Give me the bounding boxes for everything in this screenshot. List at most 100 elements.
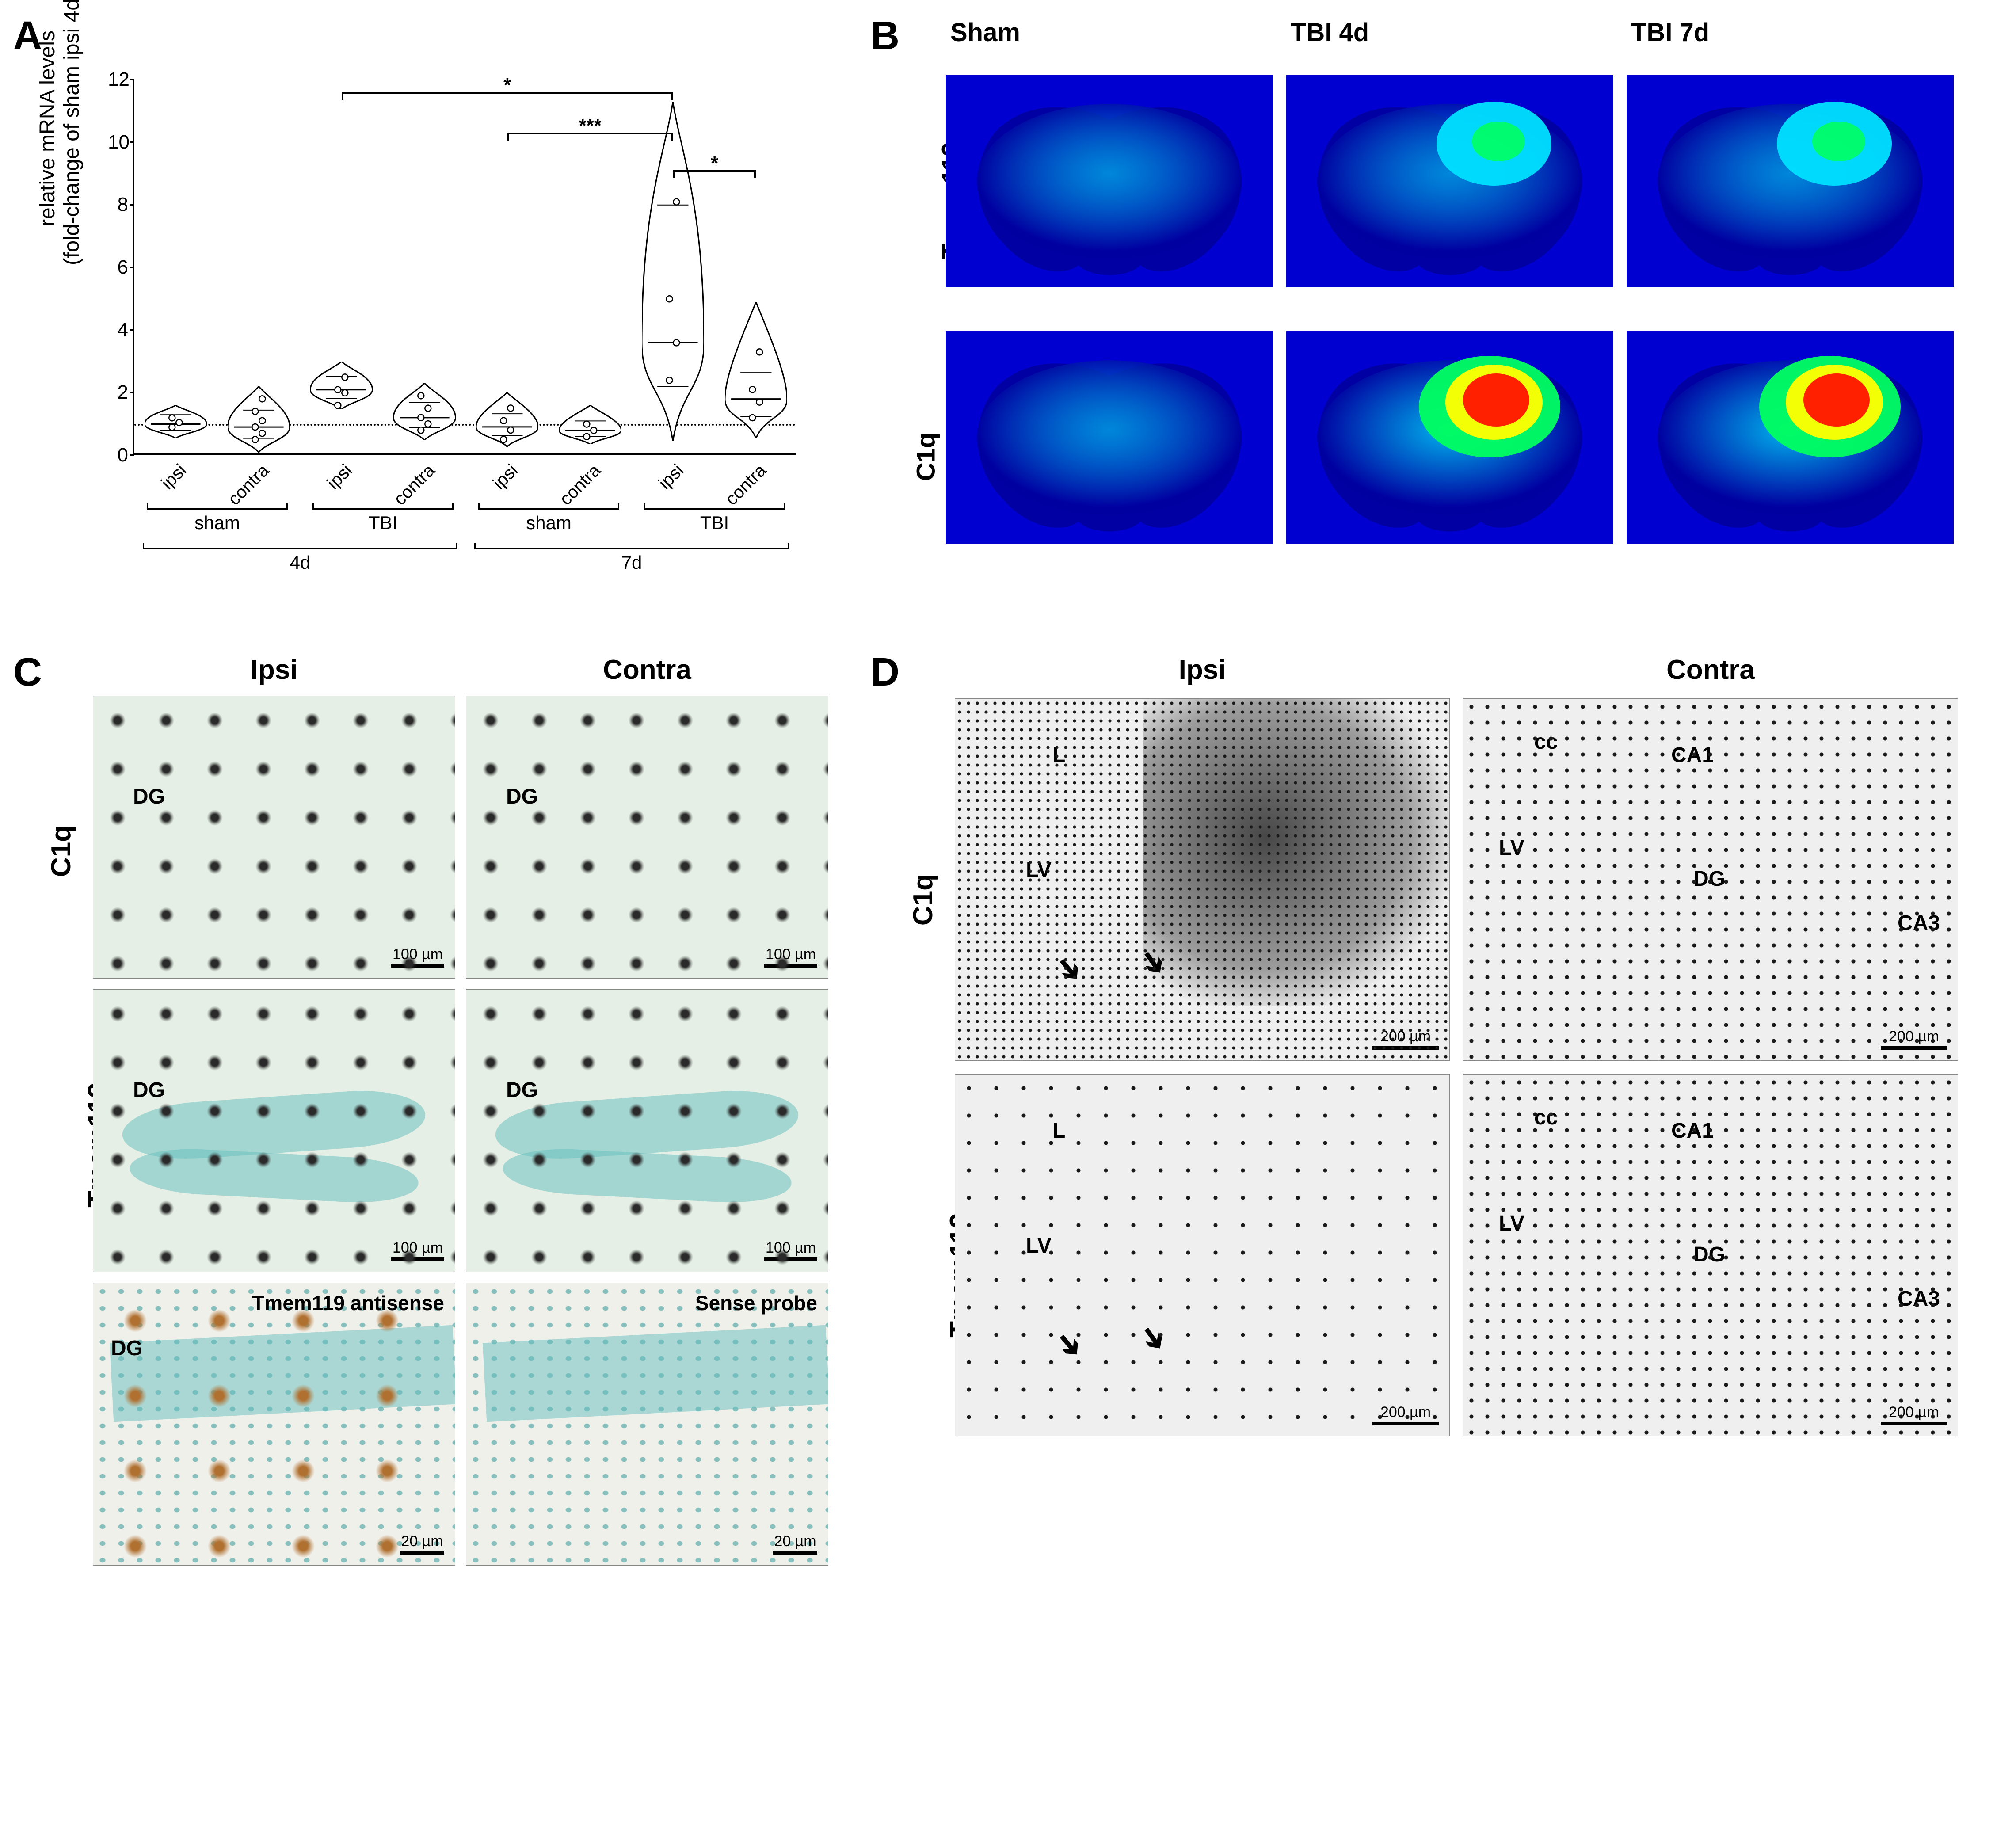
violin — [228, 386, 290, 452]
region-label-ca3: CA3 — [1898, 1287, 1940, 1311]
scalebar-line — [1372, 1046, 1439, 1050]
probe-label: Sense probe — [695, 1291, 817, 1315]
micrograph: ccCA1LVDGCA3 200 µm — [1463, 698, 1958, 1061]
ylabel-line1: relative mRNA levels — [36, 30, 59, 226]
x-tick-label: contra — [390, 461, 439, 509]
scalebar-text: 100 µm — [391, 946, 444, 963]
scalebar: 20 µm — [400, 1533, 444, 1555]
significance-bar: *** — [507, 133, 673, 134]
region-label-dg: DG — [1693, 867, 1725, 891]
micrograph: DG 100 µm — [466, 989, 828, 1272]
ytick-mark — [130, 141, 134, 143]
region-label-lv: LV — [1026, 1234, 1052, 1258]
region-label-dg: DG — [506, 1078, 538, 1102]
region-label-ca1: CA1 — [1671, 1119, 1714, 1143]
scalebar-text: 20 µm — [773, 1533, 817, 1550]
region-label-l: L — [1052, 1119, 1065, 1143]
brain-heatmap — [946, 314, 1273, 561]
region-label-l: L — [1052, 743, 1065, 767]
ytick-mark — [130, 392, 134, 393]
group-label-level2: 4d — [143, 549, 458, 573]
ylabel-line2: (fold-change of sham ipsi 4d) — [60, 0, 84, 265]
x-tick-label: contra — [722, 461, 770, 509]
brain-heatmap — [1286, 314, 1613, 561]
scalebar-text: 200 µm — [1372, 1404, 1439, 1421]
region-label-dg: DG — [133, 785, 165, 809]
scalebar-text: 200 µm — [1372, 1028, 1439, 1045]
region-label-lv: LV — [1026, 858, 1052, 882]
probe-label: Tmem119 antisense — [252, 1291, 444, 1315]
micrograph: DG 100 µm — [93, 696, 455, 979]
group-bracket: 7d — [474, 548, 789, 549]
region-label-lv: LV — [1499, 836, 1524, 860]
scalebar-line — [1881, 1046, 1947, 1050]
region-label-lv: LV — [1499, 1212, 1524, 1236]
ytick-mark — [130, 204, 134, 206]
heatmap-grid: ShamTBI 4dTBI 7d — [946, 18, 1954, 561]
significance-bar: * — [342, 92, 673, 94]
x-tick-label: contra — [556, 461, 605, 509]
y-axis-label: relative mRNA levels (fold-change of sha… — [35, 0, 84, 265]
panel-b: B Tmem119 C1q ShamTBI 4dTBI 7d — [866, 9, 1993, 628]
row-label-d-c1q: C1q — [907, 874, 939, 926]
violin — [725, 302, 787, 438]
ytick-mark — [130, 454, 134, 456]
x-tick-label: contra — [225, 461, 273, 509]
scalebar: 200 µm — [1372, 1028, 1439, 1050]
scalebar-line — [764, 964, 817, 968]
group-label-level1: TBI — [312, 510, 454, 533]
violin — [145, 405, 207, 438]
scalebar-line — [773, 1551, 817, 1555]
scalebar-line — [391, 1257, 444, 1261]
scalebar-text: 100 µm — [764, 1239, 817, 1257]
scalebar-text: 200 µm — [1881, 1028, 1947, 1045]
significance-bar: * — [673, 170, 756, 172]
panel-c: C C1q Tmem119 IpsiContraDG 100 µm DG 100… — [9, 645, 849, 1618]
arrow-indicator: ➔ — [1048, 947, 1092, 991]
micrograph: L LV ➔ ➔ 200 µm — [955, 698, 1450, 1061]
ytick-mark — [130, 267, 134, 268]
arrow-indicator: ➔ — [1132, 941, 1176, 983]
scalebar-text: 100 µm — [764, 946, 817, 963]
x-tick-label: ipsi — [157, 461, 190, 493]
scalebar-text: 100 µm — [391, 1239, 444, 1257]
micrograph: LLV➔➔ 200 µm — [955, 1074, 1450, 1436]
region-label-dg: DG — [506, 785, 538, 809]
scalebar-text: 20 µm — [400, 1533, 444, 1550]
panel-b-label: B — [871, 13, 899, 59]
brain-heatmap — [1627, 314, 1954, 561]
scalebar-line — [391, 964, 444, 968]
region-label-ca3: CA3 — [1898, 911, 1940, 935]
panel-c-label: C — [13, 650, 42, 695]
scalebar: 100 µm — [764, 946, 817, 968]
violin — [559, 405, 621, 445]
x-tick-label: ipsi — [323, 461, 356, 493]
group-bracket: TBI — [312, 508, 454, 510]
scalebar: 100 µm — [764, 1239, 817, 1261]
region-label-dg: DG — [111, 1336, 143, 1360]
group-bracket: TBI — [644, 508, 785, 510]
col-header: TBI 7d — [1627, 18, 1954, 49]
region-label-dg: DG — [1693, 1242, 1725, 1267]
panel-d: D C1q Tmem119 IpsiContraLLV➔➔ 200 µm ccC… — [866, 645, 1993, 1618]
col-header: Sham — [946, 18, 1273, 49]
micrograph-grid-c: IpsiContraDG 100 µm DG 100 µm DG 100 µm … — [93, 654, 828, 1566]
violin — [476, 392, 538, 447]
brain-heatmap — [1286, 57, 1613, 305]
scalebar: 200 µm — [1881, 1028, 1947, 1050]
region-label-dg: DG — [133, 1078, 165, 1102]
scalebar: 100 µm — [391, 1239, 444, 1261]
row-label-c-c1q: C1q — [46, 825, 77, 877]
micrograph: DG 100 µm — [93, 989, 455, 1272]
scalebar: 200 µm — [1881, 1404, 1947, 1425]
group-label-level1: sham — [147, 510, 288, 533]
x-tick-label: ipsi — [655, 461, 687, 493]
x-tick-label: ipsi — [489, 461, 522, 493]
scalebar: 200 µm — [1372, 1404, 1439, 1425]
significance-stars: * — [503, 74, 511, 96]
arrow-indicator: ➔ — [1132, 1317, 1176, 1359]
significance-stars: *** — [579, 115, 602, 137]
scalebar-line — [764, 1257, 817, 1261]
scalebar-line — [1881, 1422, 1947, 1425]
group-label-level1: sham — [478, 510, 619, 533]
